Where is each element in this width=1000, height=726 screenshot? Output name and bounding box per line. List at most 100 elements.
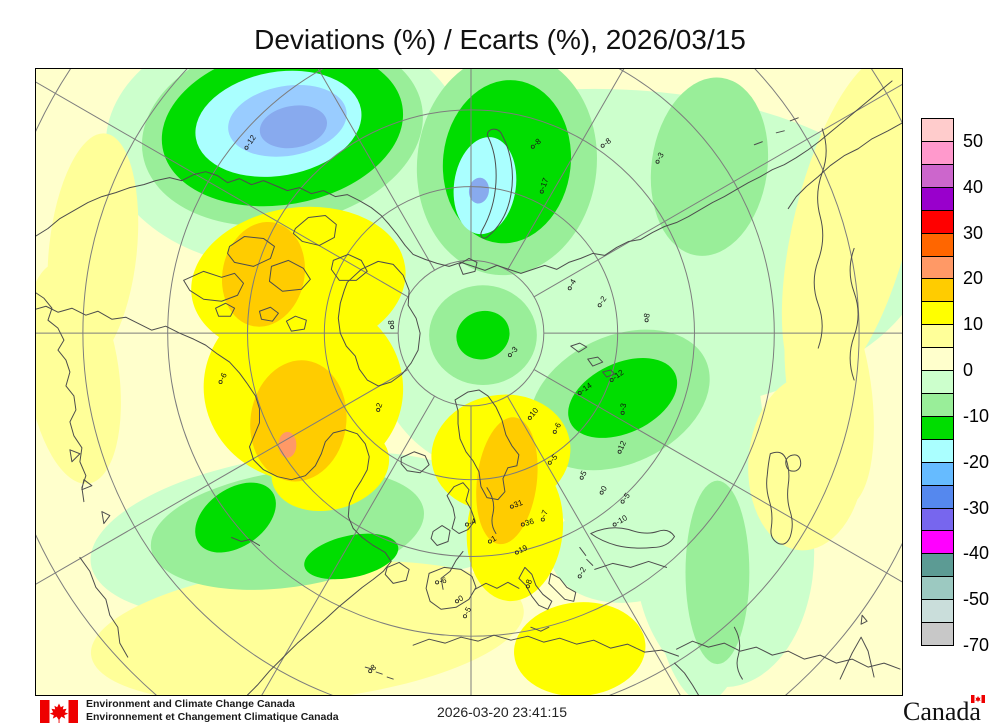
coast-siberia [36,80,893,274]
station-marker: 8 [368,662,379,674]
station-value: 0 [457,593,466,603]
agency-name-en: Environment and Climate Change Canada [86,698,295,710]
colorbar-swatch [921,576,954,601]
station-dot-icon [507,353,512,358]
colorbar-swatch [921,140,954,165]
station-marker: -2 [597,294,609,308]
station-dot-icon [620,410,625,415]
station-dot-icon [612,522,617,527]
station-dot-icon [390,325,395,330]
graticule [36,69,902,695]
agency-name: Environment and Climate Change Canada En… [86,698,339,723]
colorbar-swatch [921,599,954,624]
station-dot-icon [655,159,660,164]
map-canvas: -12 -8 -8-3-17-4-28-3-12-14-310-612-58-623… [36,69,902,695]
colorbar-tick-label: 0 [963,360,974,380]
station-marker: 1 [487,533,499,544]
station-dot-icon [525,584,530,589]
station-marker: 8 [524,578,534,589]
coast-british-isles [430,482,476,546]
station-marker: 8 [387,320,396,330]
station-value: -2 [577,565,589,576]
coastlines [36,80,902,695]
salmon-maximum-spot [278,431,297,458]
station-dot-icon [644,318,649,323]
colorbar-swatch [921,186,954,211]
station-marker: -5 [547,452,560,465]
station-marker: 31 [509,498,525,510]
station-dot-icon [514,550,519,555]
coast-north-america [36,305,392,695]
station-dot-icon [577,574,582,579]
station-marker: 0 [599,484,609,495]
coast-black-sea [579,527,676,570]
canada-wordmark-text: Canada [903,697,981,726]
map-panel: -12 -8 -8 -3 -17 -4 -2 8 -3 -12 -14 -3 10 -6 12 -5 8 -6 2 3… [35,68,903,696]
station-dot-icon [465,522,469,527]
meridian-line [506,69,625,271]
colorbar-swatch [921,507,954,532]
station-value: -6 [217,371,229,382]
colorbar-swatch [921,484,954,509]
colorbar-tick-label: -10 [963,405,990,426]
station-dot-icon [520,522,525,527]
station-value: 36 [524,517,535,528]
station-dot-icon [435,580,440,585]
station-dot-icon [609,378,614,382]
colorbar: 50 40 30 20 10 0 -10 -20 -30 -40 -50 -70 [919,118,999,654]
station-marker: -2 [577,565,589,579]
station-dot-icon [547,460,552,465]
colorbar-swatch [921,209,954,234]
station-value: 1 [490,533,499,543]
coast-greenland [337,260,421,387]
station-dot-icon [540,517,545,522]
station-value: -7 [539,508,550,518]
canada-flag-icon [40,700,78,723]
colorbar-swatch [921,278,954,303]
colorbar-swatch [921,370,954,394]
station-marker: -5 [620,491,632,504]
station-value: 8 [524,578,534,586]
station-dot-icon [509,504,514,509]
station-value: 31 [513,498,525,510]
station-value: -3 [618,402,628,411]
wordmark-flag-icon [970,695,985,703]
station-value: -3 [654,150,666,161]
colorbar-tick-label: -30 [963,497,990,518]
station-marker: -6 [435,576,448,586]
station-marker: 2 [374,401,385,412]
colorbar-swatch [921,415,954,440]
station-marker: 36 [520,517,535,528]
station-marker: 0 [455,593,466,604]
station-marker: -3 [507,344,520,358]
station-value: 8 [387,320,396,325]
colorbar-swatch [921,553,954,578]
canada-wordmark: Canada [903,695,985,726]
station-marker: -6 [552,421,563,434]
station-value: 19 [517,543,529,555]
colorbar-tick-label: 30 [963,222,984,243]
station-dot-icon [244,145,249,150]
coast-mediterranean [474,566,577,632]
coast-scandinavia [454,389,520,535]
station-dot-icon [487,539,492,544]
station-value: -3 [508,344,520,356]
colorbar-tick-label: 20 [963,268,984,289]
colorbar-tick-label: -40 [963,543,990,564]
meridian-line [533,369,902,583]
coast-newfoundland [384,561,410,584]
colorbar-swatch [921,622,954,646]
meridian-line [317,69,436,271]
coast-iberia [425,550,477,610]
station-value: -5 [462,605,474,616]
footer: Environment and Climate Change Canada En… [0,695,1000,726]
meridian-line [261,395,436,695]
colorbar-swatch [921,255,954,280]
colorbar-swatch [921,461,954,486]
station-dot-icon [597,303,602,308]
station-marker: -8 [600,136,613,148]
station-marker: -4 [567,277,578,291]
station-value: -2 [597,294,609,305]
station-dot-icon [376,407,381,412]
coast-iceland [400,451,430,474]
